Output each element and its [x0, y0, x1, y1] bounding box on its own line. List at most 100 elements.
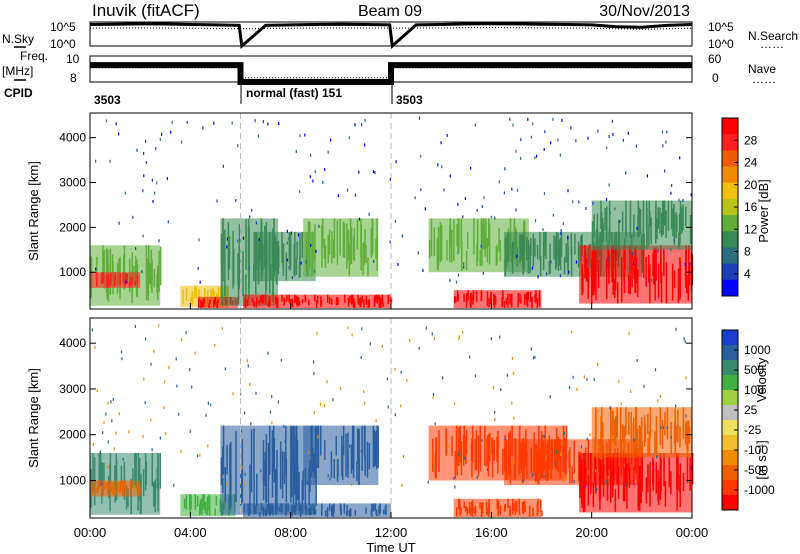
power-scatter	[198, 238, 200, 242]
power-scatter	[401, 234, 403, 238]
velocity-streak	[639, 465, 642, 495]
velocity-colorbar-swatch	[722, 435, 738, 451]
power-streak	[297, 297, 299, 304]
power-scatter	[474, 123, 476, 127]
power-streak	[509, 293, 511, 305]
power-streak	[110, 272, 112, 285]
power-scatter	[536, 154, 538, 158]
nave-right-tick-top: 60	[708, 52, 722, 66]
power-streak	[581, 263, 583, 295]
velocity-streak	[488, 503, 490, 517]
power-streak	[584, 245, 587, 275]
velocity-streak	[513, 463, 516, 480]
power-scatter	[231, 121, 233, 125]
date-title: 30/Nov/2013	[599, 3, 690, 20]
power-streak	[531, 297, 533, 308]
power-streak	[529, 244, 531, 274]
power-streak	[455, 296, 457, 303]
power-streak	[350, 294, 353, 305]
velocity-scatter	[176, 384, 178, 388]
velocity-scatter	[651, 429, 653, 433]
velocity-streak	[124, 486, 126, 493]
power-scatter	[560, 232, 562, 235]
power-streak	[125, 273, 127, 283]
power-scatter	[156, 181, 158, 185]
velocity-streak	[470, 501, 473, 512]
power-streak	[538, 290, 541, 302]
power-scatter	[255, 221, 257, 225]
velocity-streak	[682, 473, 685, 491]
power-streak	[470, 292, 472, 304]
velocity-scatter	[246, 359, 248, 363]
power-scatter	[420, 188, 422, 192]
power-scatter	[455, 280, 458, 284]
power-streak	[308, 236, 311, 269]
velocity-streak	[614, 489, 617, 512]
velocity-streak	[674, 408, 676, 441]
velocity-colorbar-frame	[721, 329, 739, 511]
velocity-streak	[276, 503, 278, 512]
velocity-streak	[556, 439, 558, 469]
power-colorbar-swatch	[722, 166, 738, 184]
power-streak	[358, 298, 360, 306]
power-scatter	[682, 199, 684, 202]
power-streak	[346, 223, 348, 269]
power-streak	[555, 239, 557, 270]
velocity-scatter	[326, 380, 328, 384]
velocity-streak	[292, 449, 295, 514]
velocity-streak	[640, 426, 642, 457]
power-streak	[428, 239, 431, 259]
velocity-streak	[504, 450, 506, 471]
power-scatter	[417, 251, 419, 255]
velocity-scatter	[662, 426, 664, 430]
power-streak	[653, 247, 655, 285]
velocity-streak	[571, 466, 573, 484]
power-streak	[119, 273, 122, 286]
velocity-streak	[294, 426, 296, 495]
power-scatter	[159, 137, 161, 141]
velocity-streak	[335, 435, 337, 456]
power-streak	[686, 274, 688, 294]
power-streak	[489, 294, 492, 305]
velocity-scatter	[271, 395, 273, 398]
power-streak	[454, 295, 456, 304]
power-scatter	[611, 119, 613, 123]
power-streak	[440, 224, 443, 261]
power-scatter	[237, 144, 239, 148]
velocity-colorbar-swatch	[722, 420, 738, 436]
power-streak	[136, 275, 139, 284]
velocity-streak	[189, 494, 191, 507]
velocity-streak	[473, 507, 475, 514]
velocity-scatter	[267, 351, 269, 355]
power-streak	[289, 298, 291, 305]
velocity-scatter	[431, 332, 433, 336]
velocity-streak	[283, 452, 286, 484]
power-streak	[591, 259, 593, 304]
velocity-streak	[268, 503, 271, 511]
power-scatter	[109, 159, 111, 163]
velocity-scatter	[180, 450, 182, 454]
power-scatter	[372, 170, 375, 174]
power-scatter	[226, 237, 228, 241]
power-scatter	[612, 132, 614, 136]
velocity-streak	[110, 481, 112, 490]
power-scatter	[346, 188, 349, 192]
power-scatter	[216, 199, 218, 203]
time-tick-label: 16:00	[475, 525, 508, 540]
power-streak	[453, 219, 455, 262]
velocity-streak	[532, 507, 534, 517]
velocity-streak	[609, 456, 612, 503]
velocity-streak	[616, 453, 618, 485]
power-scatter	[622, 138, 624, 142]
velocity-streak	[486, 508, 489, 515]
power-scatter	[449, 278, 451, 282]
power-scatter	[361, 123, 363, 127]
noise-right-tick-bottom: 10^0	[708, 37, 734, 51]
velocity-streak	[537, 450, 540, 485]
power-streak	[539, 231, 541, 261]
power-streak	[504, 258, 506, 277]
velocity-streak	[206, 496, 209, 515]
power-streak	[134, 256, 137, 287]
velocity-streak	[294, 504, 297, 512]
power-streak	[107, 276, 109, 285]
